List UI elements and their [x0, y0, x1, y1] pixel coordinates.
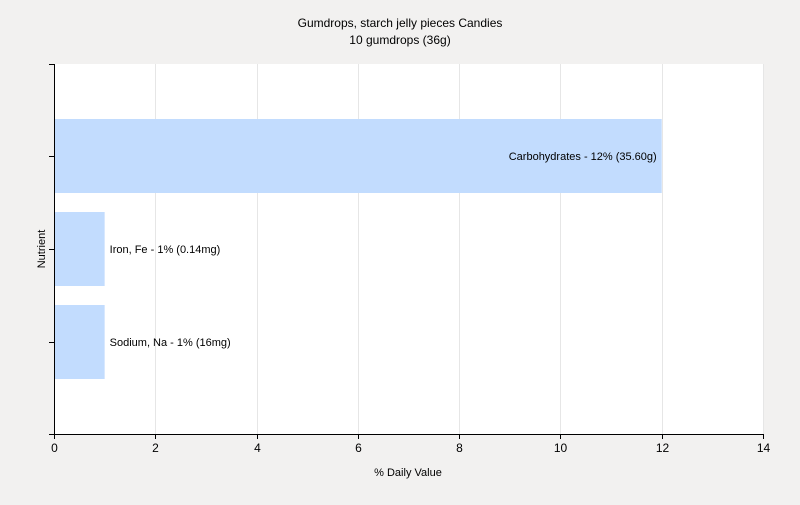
- y-axis-label: Nutrient: [36, 230, 48, 269]
- chart-title: Gumdrops, starch jelly pieces Candies: [298, 16, 503, 30]
- chart-subtitle: 10 gumdrops (36g): [349, 33, 450, 47]
- bar-label: Sodium, Na - 1% (16mg): [110, 337, 231, 349]
- x-tick-label: 10: [554, 441, 568, 455]
- axes: 0 2 4 6 8 10 12 14: [49, 64, 770, 455]
- x-axis-label: % Daily Value: [374, 467, 442, 479]
- x-tick-label: 4: [254, 441, 261, 455]
- x-tick-label: 2: [152, 441, 159, 455]
- bar-label: Carbohydrates - 12% (35.60g): [509, 151, 657, 163]
- bar-sodium-na: [54, 305, 105, 379]
- x-tick-label: 12: [656, 441, 670, 455]
- bars: Carbohydrates - 12% (35.60g) Iron, Fe - 1…: [54, 119, 662, 379]
- chart-text: Gumdrops, starch jelly pieces Candies 10…: [36, 16, 502, 479]
- x-tick-label: 8: [456, 441, 463, 455]
- x-tick-label: 0: [51, 441, 58, 455]
- x-tick-label: 6: [355, 441, 362, 455]
- bar-iron-fe: [54, 212, 105, 286]
- x-tick-label: 14: [757, 441, 771, 455]
- bar-label: Iron, Fe - 1% (0.14mg): [110, 244, 221, 256]
- bar-carbohydrates: [54, 119, 662, 193]
